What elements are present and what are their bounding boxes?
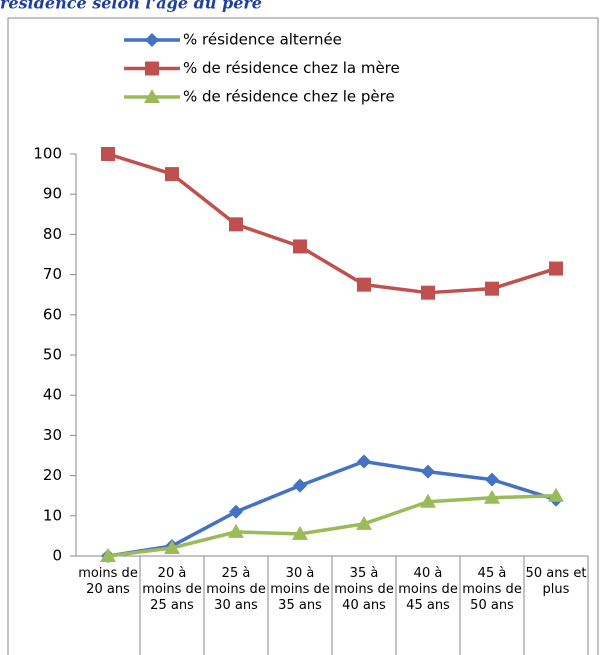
y-tick-label: 60 (43, 305, 62, 323)
point-marker (420, 493, 436, 508)
point-marker (485, 472, 499, 487)
series-line (107, 459, 557, 558)
legend-marker (145, 33, 159, 47)
x-tick-label: 45 à moins de 50 ans (462, 566, 522, 613)
point-marker (228, 523, 244, 538)
point-marker (549, 261, 563, 276)
point-marker (357, 454, 371, 469)
point-marker (421, 285, 435, 300)
legend-label: % résidence alternée (183, 31, 342, 49)
x-tick-label: 40 à moins de 45 ans (398, 566, 458, 613)
point-marker (485, 281, 499, 296)
point-marker (101, 147, 115, 161)
y-tick-label: 70 (43, 265, 62, 283)
legend-marker (144, 89, 160, 103)
x-tick-label: moins de 20 ans (78, 566, 138, 597)
x-tick-label: 25 à moins de 30 ans (206, 566, 266, 613)
x-tick-label: 50 ans et plus (525, 566, 587, 597)
point-marker (357, 277, 371, 292)
x-tick-label: 35 à moins de 40 ans (334, 566, 394, 613)
series-line (107, 152, 557, 295)
point-marker (164, 539, 180, 554)
y-tick-label: 10 (43, 506, 62, 524)
point-marker (100, 548, 116, 562)
point-marker (293, 239, 307, 254)
x-tick-label: 30 à moins de 35 ans (270, 566, 330, 613)
point-marker (229, 504, 243, 519)
y-tick-label: 20 (43, 466, 62, 484)
y-tick-label: 0 (52, 547, 62, 565)
series-line (107, 493, 557, 558)
y-tick-label: 50 (43, 346, 62, 364)
point-marker (292, 525, 308, 540)
point-marker (484, 489, 500, 504)
chart-border (7, 17, 599, 655)
y-tick-label: 90 (43, 185, 62, 203)
y-tick-label: 30 (43, 426, 62, 444)
x-tick-label: 20 à moins de 25 ans (142, 566, 202, 613)
chart-title: résidence selon l'âge du père (0, 0, 262, 13)
point-marker (548, 487, 564, 502)
point-marker (356, 515, 372, 530)
legend-marker (145, 61, 159, 76)
legend-label: % de résidence chez la mère (183, 59, 400, 77)
y-tick-label: 80 (43, 225, 62, 243)
legend-label: % de résidence chez le père (183, 88, 395, 106)
y-tick-label: 100 (33, 145, 62, 163)
point-marker (293, 478, 307, 493)
y-tick-label: 40 (43, 386, 62, 404)
point-marker (229, 217, 243, 232)
point-marker (421, 464, 435, 479)
point-marker (165, 167, 179, 182)
